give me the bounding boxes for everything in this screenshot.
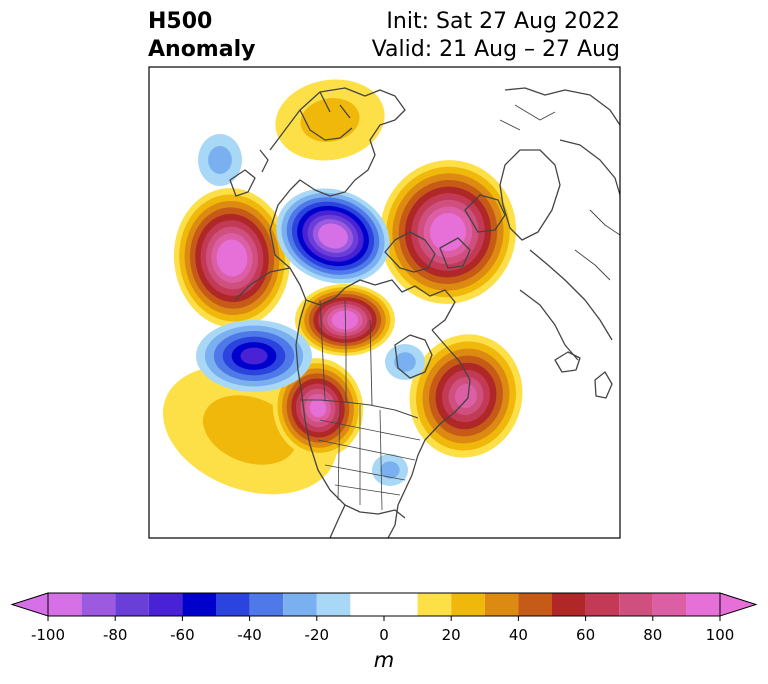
colorbar-tick-label: 100	[706, 626, 735, 644]
hudson-bay-trough-anomaly	[385, 344, 425, 380]
map-frame	[148, 66, 621, 539]
colorbar-bin	[182, 593, 216, 616]
contour-level	[208, 146, 232, 174]
map-panel	[149, 67, 620, 538]
colorbar-tick-label: -60	[170, 626, 195, 644]
title-variable: H500	[148, 9, 213, 34]
colorbar-bin	[81, 593, 116, 616]
western-canada-ridge-anomaly	[272, 358, 364, 458]
colorbar-extend-high	[719, 592, 758, 617]
init-date: Init: Sat 27 Aug 2022	[386, 9, 620, 34]
north-pacific-trough-anomaly	[196, 320, 312, 392]
colorbar-bin	[417, 593, 452, 616]
contour-level	[309, 398, 327, 418]
colorbar-bin	[48, 593, 82, 616]
contour-level	[300, 98, 360, 142]
colorbar-bin	[518, 593, 552, 616]
contour-level	[323, 227, 343, 245]
colorbar-tick-label: -20	[305, 626, 330, 644]
colorbar-bin	[686, 593, 720, 616]
colorbar-bin	[249, 593, 284, 616]
title-field: Anomaly	[148, 37, 256, 62]
colorbar-bin	[115, 593, 149, 616]
colorbar: -100 -80 -60 -40 -20 0 20 40 60 80 100 m	[10, 592, 758, 672]
title-right: Init: Sat 27 Aug 2022 Valid: 21 Aug – 27…	[372, 8, 620, 64]
colorbar-extend-low	[10, 592, 49, 617]
colorbar-bin	[350, 593, 418, 616]
southeast-us-trough-anomaly	[372, 454, 408, 486]
coastlines-borders	[229, 87, 620, 538]
colorbar-tick-label: 80	[643, 626, 662, 644]
greenland-sea-ridge-anomaly	[275, 79, 385, 161]
contour-level	[436, 219, 460, 245]
colorbar-bin	[148, 593, 183, 616]
valid-range: Valid: 21 Aug – 27 Aug	[371, 37, 620, 62]
contour-level	[240, 347, 268, 365]
colorbar-bin	[585, 593, 620, 616]
colorbar-tick-label: 60	[576, 626, 595, 644]
colorbar-bin	[216, 593, 250, 616]
colorbar-bin	[484, 593, 519, 616]
contour-level	[380, 461, 400, 479]
colorbar-bin	[652, 593, 687, 616]
gulf-of-alaska-ridge-anomaly	[173, 188, 291, 328]
colorbar-bin	[451, 593, 485, 616]
colorbar-tick-label: 20	[442, 626, 461, 644]
colorbar-tick-label: -80	[103, 626, 128, 644]
colorbar-tick-label: 0	[379, 626, 389, 644]
colorbar-tick-label: 40	[509, 626, 528, 644]
contour-level	[394, 352, 416, 372]
colorbar-bin	[283, 593, 317, 616]
arctic-ocean-trough-anomaly	[276, 188, 390, 284]
colorbar-bin	[316, 593, 351, 616]
colorbar-unit-label: m	[374, 648, 394, 672]
colorbar-bin	[552, 593, 586, 616]
bering-sea-trough-anomaly	[198, 134, 242, 186]
contour-level	[455, 383, 477, 409]
colorbar-bin	[619, 593, 653, 616]
title-left: H500 Anomaly	[148, 8, 255, 64]
colorbar-tick-label: -100	[31, 626, 65, 644]
contour-level	[221, 246, 243, 270]
colorbar-tick-label: -40	[237, 626, 262, 644]
